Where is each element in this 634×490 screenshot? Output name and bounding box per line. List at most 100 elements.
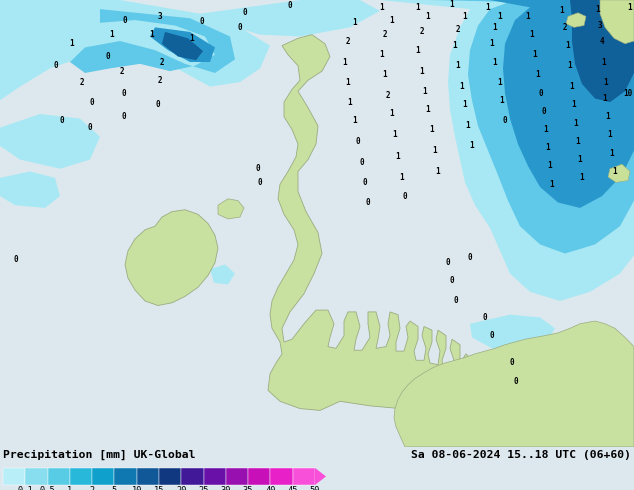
Text: 1: 1 xyxy=(566,41,571,50)
Text: 20: 20 xyxy=(176,487,186,490)
Text: 1: 1 xyxy=(383,70,387,79)
Polygon shape xyxy=(430,0,634,253)
Text: 1: 1 xyxy=(489,39,495,49)
Text: Sa 08-06-2024 15..18 UTC (06+60): Sa 08-06-2024 15..18 UTC (06+60) xyxy=(411,450,631,460)
Text: 15: 15 xyxy=(154,487,164,490)
Text: 1: 1 xyxy=(396,152,400,161)
Text: 1: 1 xyxy=(546,143,550,152)
Bar xyxy=(114,468,137,485)
Bar xyxy=(248,468,271,485)
Text: 1: 1 xyxy=(628,3,632,12)
Polygon shape xyxy=(566,13,586,27)
Polygon shape xyxy=(162,32,203,60)
Text: 1: 1 xyxy=(70,39,74,49)
Text: 1: 1 xyxy=(390,16,394,24)
Text: 0: 0 xyxy=(503,116,507,125)
Text: 0: 0 xyxy=(257,178,262,187)
Text: 0: 0 xyxy=(489,331,495,340)
Text: 1: 1 xyxy=(399,173,404,182)
Text: 1: 1 xyxy=(380,50,384,59)
Text: 1: 1 xyxy=(150,30,154,39)
Text: 1: 1 xyxy=(430,125,434,134)
Text: 5: 5 xyxy=(112,487,117,490)
Text: 3: 3 xyxy=(158,12,162,21)
Bar xyxy=(204,468,226,485)
Text: 1: 1 xyxy=(605,112,611,121)
Text: 1: 1 xyxy=(548,162,552,171)
Text: 0: 0 xyxy=(14,255,18,265)
Text: 0: 0 xyxy=(539,89,543,98)
Text: 2: 2 xyxy=(160,57,164,67)
Text: 1: 1 xyxy=(416,3,420,12)
Text: 2: 2 xyxy=(158,76,162,85)
Text: 1: 1 xyxy=(190,34,194,43)
Text: 1: 1 xyxy=(346,77,351,87)
Polygon shape xyxy=(150,27,215,62)
Text: 10: 10 xyxy=(623,89,633,98)
Text: 0: 0 xyxy=(122,89,126,98)
Text: 0: 0 xyxy=(359,158,365,167)
Text: 1: 1 xyxy=(347,98,353,107)
Text: 2: 2 xyxy=(383,30,387,39)
Text: 1: 1 xyxy=(380,3,384,12)
Bar xyxy=(92,468,114,485)
Text: 2: 2 xyxy=(456,24,460,34)
Text: 1: 1 xyxy=(576,137,580,146)
Text: 0: 0 xyxy=(156,100,160,109)
Text: 1: 1 xyxy=(567,61,573,70)
Text: Precipitation [mm] UK-Global: Precipitation [mm] UK-Global xyxy=(3,450,195,460)
Polygon shape xyxy=(570,0,634,102)
Text: 2: 2 xyxy=(346,37,351,46)
Text: 10: 10 xyxy=(131,487,142,490)
Text: 1: 1 xyxy=(570,82,574,91)
Text: 0: 0 xyxy=(288,1,292,10)
Text: 1: 1 xyxy=(493,23,497,32)
Text: 1: 1 xyxy=(390,109,394,119)
Text: 40: 40 xyxy=(265,487,276,490)
Text: 2: 2 xyxy=(120,67,124,75)
Polygon shape xyxy=(210,265,235,285)
Text: 1: 1 xyxy=(420,67,424,75)
Text: 1: 1 xyxy=(596,4,600,14)
Polygon shape xyxy=(608,164,630,182)
Text: 0: 0 xyxy=(122,112,126,121)
Text: 1: 1 xyxy=(574,119,578,127)
Text: 1: 1 xyxy=(604,77,608,87)
Text: 0: 0 xyxy=(106,52,110,61)
Text: 1: 1 xyxy=(607,130,612,140)
Text: 0.1: 0.1 xyxy=(17,487,33,490)
Polygon shape xyxy=(315,468,326,485)
Text: 1: 1 xyxy=(463,100,467,109)
Text: 1: 1 xyxy=(498,77,502,87)
Text: 1: 1 xyxy=(602,57,606,67)
Text: 1: 1 xyxy=(579,173,585,182)
Text: 1: 1 xyxy=(392,130,398,140)
Text: 0: 0 xyxy=(54,61,58,70)
Text: 1: 1 xyxy=(463,12,467,21)
Text: 1: 1 xyxy=(456,61,460,70)
Text: 1: 1 xyxy=(432,146,437,155)
Text: 0.5: 0.5 xyxy=(40,487,55,490)
Text: 0: 0 xyxy=(366,198,370,207)
Polygon shape xyxy=(0,0,634,447)
Bar xyxy=(293,468,315,485)
Text: 3: 3 xyxy=(598,21,602,30)
Bar xyxy=(48,468,70,485)
Text: 1: 1 xyxy=(550,180,554,189)
Text: 1: 1 xyxy=(466,122,470,130)
Polygon shape xyxy=(218,199,244,219)
Polygon shape xyxy=(508,360,548,383)
Bar xyxy=(137,468,159,485)
Polygon shape xyxy=(394,321,634,447)
Bar xyxy=(3,468,25,485)
Text: 1: 1 xyxy=(498,12,502,21)
Text: 1: 1 xyxy=(486,3,490,12)
Bar xyxy=(70,468,92,485)
Text: 1: 1 xyxy=(536,70,540,79)
Text: 0: 0 xyxy=(450,276,455,285)
Polygon shape xyxy=(0,114,100,169)
Text: 1: 1 xyxy=(110,30,114,39)
Text: 1: 1 xyxy=(493,57,497,67)
Bar xyxy=(181,468,204,485)
Text: 1: 1 xyxy=(450,0,455,9)
